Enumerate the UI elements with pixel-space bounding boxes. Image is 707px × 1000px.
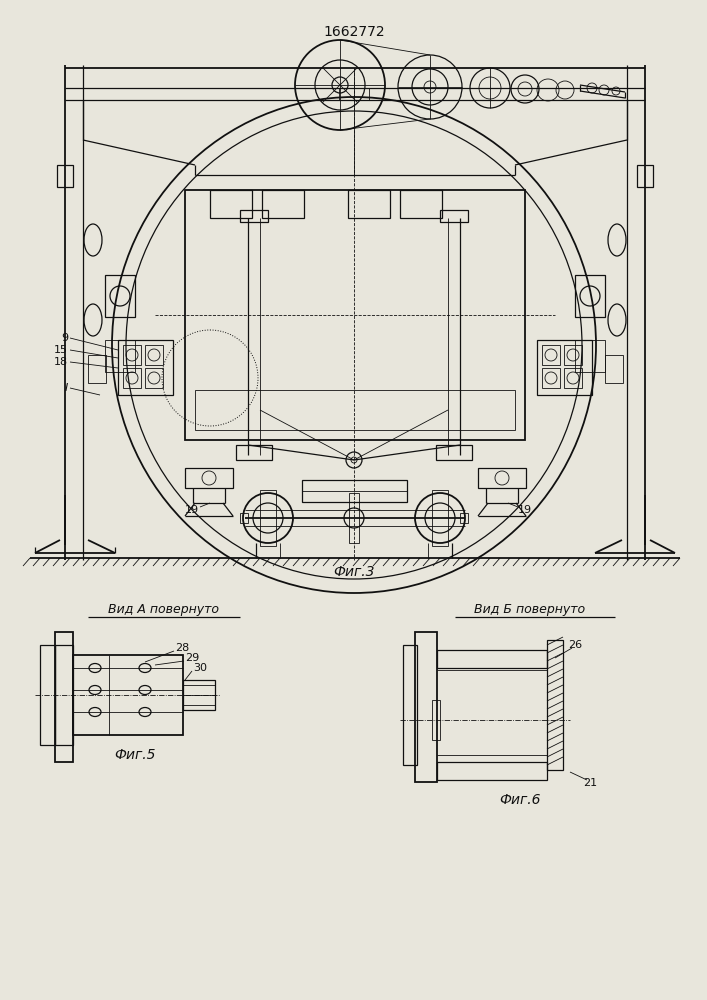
Bar	[460, 513, 468, 523]
Bar	[542, 345, 560, 365]
Bar	[185, 468, 233, 488]
Text: 18: 18	[54, 357, 68, 367]
Text: 29: 29	[185, 653, 199, 663]
Text: I: I	[65, 383, 68, 393]
Bar	[57, 165, 73, 187]
Bar	[210, 190, 252, 218]
Bar	[575, 275, 605, 317]
Bar	[437, 762, 547, 780]
Bar	[575, 340, 605, 372]
Bar	[262, 190, 304, 218]
Bar	[436, 445, 472, 460]
Text: 21: 21	[583, 778, 597, 788]
Bar	[440, 210, 468, 222]
Bar	[123, 345, 141, 365]
Text: 9: 9	[61, 333, 68, 343]
Bar	[195, 390, 515, 430]
Text: 19: 19	[185, 505, 199, 515]
Bar	[55, 645, 73, 745]
Bar	[40, 645, 55, 745]
Bar	[55, 632, 73, 762]
Bar	[637, 165, 653, 187]
Text: 15: 15	[54, 345, 68, 355]
Bar	[478, 468, 526, 488]
Text: Фиг.6: Фиг.6	[499, 793, 541, 807]
Bar	[105, 275, 135, 317]
Bar	[547, 640, 563, 770]
Bar	[432, 490, 448, 546]
Bar	[605, 355, 623, 383]
Bar	[537, 340, 592, 395]
Text: 28: 28	[175, 643, 189, 653]
Text: 1662772: 1662772	[323, 25, 385, 39]
Bar	[236, 445, 272, 460]
Bar	[118, 340, 173, 395]
Text: 26: 26	[568, 640, 582, 650]
Text: 19: 19	[518, 505, 532, 515]
Bar	[437, 650, 547, 668]
Text: Вид А повернуто: Вид А повернуто	[107, 603, 218, 616]
Bar	[183, 680, 215, 710]
Text: Фиг.5: Фиг.5	[115, 748, 156, 762]
Text: 30: 30	[193, 663, 207, 673]
Bar	[432, 700, 440, 740]
Bar	[260, 490, 276, 546]
Bar	[73, 655, 183, 735]
Bar	[302, 480, 407, 502]
Bar	[145, 368, 163, 388]
Text: Вид Б повернуто: Вид Б повернуто	[474, 603, 585, 616]
Bar	[185, 190, 525, 440]
Bar	[564, 368, 582, 388]
Bar	[348, 190, 390, 218]
Bar	[542, 368, 560, 388]
Bar	[105, 340, 135, 372]
Bar	[240, 513, 248, 523]
Bar	[415, 632, 437, 782]
Bar	[240, 210, 268, 222]
Bar	[88, 355, 106, 383]
Bar	[403, 645, 417, 765]
Bar	[123, 368, 141, 388]
Bar	[349, 493, 359, 543]
Text: Фиг.3: Фиг.3	[333, 565, 375, 579]
Bar	[400, 190, 442, 218]
Bar	[145, 345, 163, 365]
Bar	[564, 345, 582, 365]
